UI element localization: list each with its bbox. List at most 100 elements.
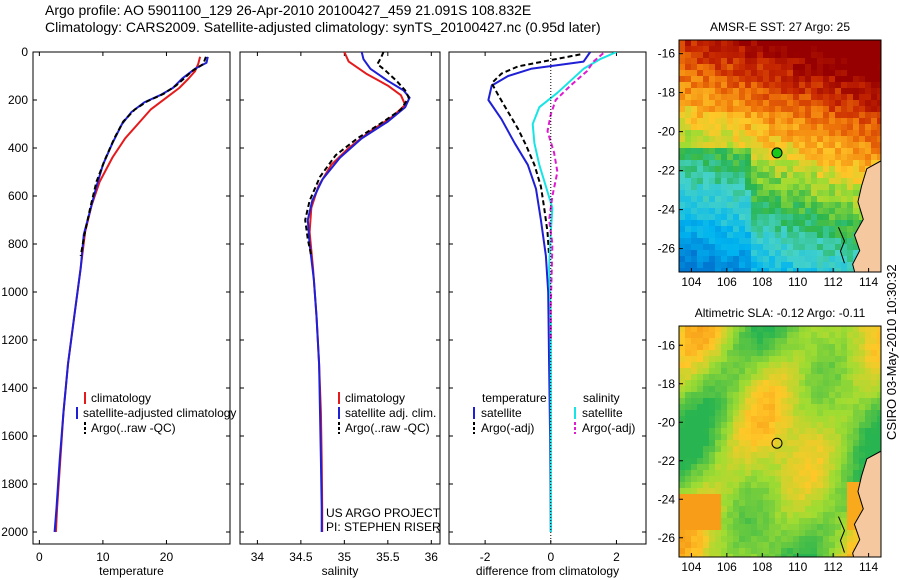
- map-cell: [721, 220, 728, 227]
- map-cell: [793, 398, 800, 405]
- map-cell: [763, 416, 770, 423]
- series-line-argo: [79, 56, 207, 257]
- map-cell: [871, 440, 878, 447]
- map-cell: [745, 548, 752, 555]
- map-cell: [865, 344, 872, 351]
- map-cell: [751, 106, 758, 113]
- map-cell: [757, 542, 764, 549]
- map-cell: [715, 256, 722, 263]
- map-cell: [829, 554, 836, 557]
- map-cell: [781, 482, 788, 489]
- map-cell: [685, 398, 692, 405]
- map-cell: [685, 178, 692, 185]
- map-cell: [769, 416, 776, 423]
- map-cell: [739, 362, 746, 369]
- map-cell: [709, 130, 716, 137]
- map-cell: [721, 148, 728, 155]
- map-cell: [721, 332, 728, 339]
- map-cell: [721, 214, 728, 221]
- map-cell: [853, 404, 860, 411]
- map-cell: [847, 64, 854, 71]
- map-cell: [691, 524, 698, 531]
- map-cell: [763, 458, 770, 465]
- map-cell: [709, 232, 716, 239]
- map-cell: [775, 338, 782, 345]
- map-cell: [745, 374, 752, 381]
- map-cell: [763, 362, 770, 369]
- map-cell: [703, 130, 710, 137]
- map-cell: [841, 148, 848, 155]
- map-cell: [691, 452, 698, 459]
- map-cell: [835, 118, 842, 125]
- map-cell: [751, 524, 758, 531]
- map-cell: [877, 332, 881, 339]
- map-cell: [823, 362, 830, 369]
- map-cell: [709, 440, 716, 447]
- map-cell: [799, 244, 806, 251]
- map-cell: [853, 506, 860, 513]
- map-cell: [841, 512, 848, 519]
- map-cell: [745, 446, 752, 453]
- map-cell: [781, 256, 788, 263]
- map-cell: [691, 220, 698, 227]
- map-cell: [805, 380, 812, 387]
- map-cell: [733, 524, 740, 531]
- map-cell: [697, 208, 704, 215]
- map-cell: [775, 398, 782, 405]
- map-cell: [787, 118, 794, 125]
- map-cell: [781, 46, 788, 53]
- map-cell: [763, 422, 770, 429]
- map-cell: [745, 118, 752, 125]
- map-cell: [715, 470, 722, 477]
- map-cell: [817, 196, 824, 203]
- map-cell: [799, 494, 806, 501]
- map-cell: [697, 458, 704, 465]
- x-tick-label: 35: [338, 550, 352, 564]
- map-cell: [805, 512, 812, 519]
- map-cell: [733, 386, 740, 393]
- map-cell: [793, 172, 800, 179]
- map-cell: [775, 184, 782, 191]
- map-cell: [721, 142, 728, 149]
- map-cell: [871, 40, 878, 47]
- map-cell: [739, 440, 746, 447]
- y-tick-label: 2000: [1, 525, 28, 539]
- map-cell: [691, 338, 698, 345]
- map-cell: [691, 512, 698, 519]
- map-cell: [781, 190, 788, 197]
- map-cell: [697, 238, 704, 245]
- map-cell: [847, 238, 854, 245]
- map-cell: [787, 172, 794, 179]
- map-cell: [715, 76, 722, 83]
- map-cell: [817, 326, 824, 333]
- map-cell: [847, 524, 854, 531]
- map-cell: [853, 476, 860, 483]
- map-cell: [721, 244, 728, 251]
- map-cell: [829, 326, 836, 333]
- map-cell: [709, 112, 716, 119]
- map-cell: [769, 52, 776, 59]
- map-cell: [679, 506, 686, 513]
- map-cell: [829, 70, 836, 77]
- map-cell: [817, 410, 824, 417]
- map-cell: [871, 356, 878, 363]
- map-cell: [829, 40, 836, 47]
- map-cell: [781, 124, 788, 131]
- map-cell: [811, 208, 818, 215]
- map-cell: [787, 536, 794, 543]
- map-cell: [715, 410, 722, 417]
- map-cell: [823, 220, 830, 227]
- map-cell: [685, 326, 692, 333]
- map-cell: [703, 160, 710, 167]
- map-cell: [685, 338, 692, 345]
- map-cell: [709, 476, 716, 483]
- map-cell: [871, 70, 878, 77]
- map-cell: [757, 338, 764, 345]
- map-cell: [853, 82, 860, 89]
- map-cell: [739, 202, 746, 209]
- map-cell: [859, 148, 866, 155]
- map-cell: [769, 380, 776, 387]
- map-cell: [781, 344, 788, 351]
- map-cell: [763, 452, 770, 459]
- map-cell: [853, 422, 860, 429]
